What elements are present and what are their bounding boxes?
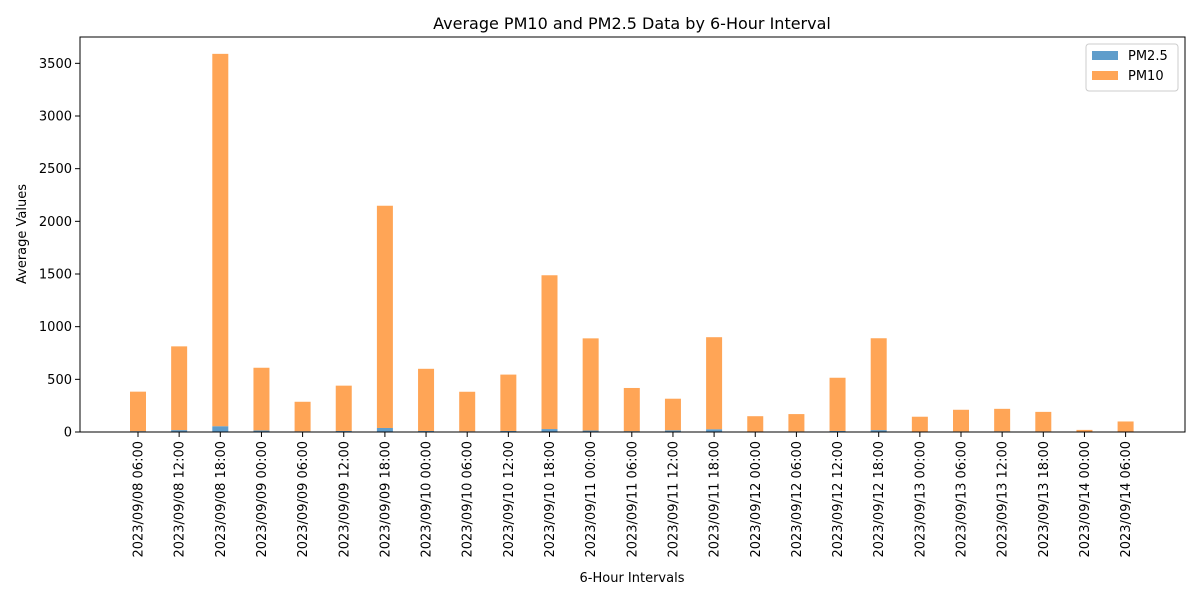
bar-pm10-7 [418, 368, 435, 431]
bar-pm10-3 [253, 367, 270, 431]
legend-label-pm10: PM10 [1128, 69, 1164, 84]
legend: PM2.5 PM10 [1085, 43, 1179, 92]
legend-swatch-pm25 [1092, 51, 1118, 60]
bar-pm10-10 [541, 275, 558, 430]
x-tick-label: 2023/09/11 00:00 [584, 441, 599, 558]
y-tick-label: 2500 [39, 162, 72, 177]
bar-pm25-13 [664, 430, 681, 432]
bar-pm10-15 [747, 416, 764, 432]
bar-pm25-18 [870, 430, 887, 432]
bar-pm10-5 [335, 385, 352, 431]
bar-pm10-18 [870, 338, 887, 431]
bar-pm10-4 [294, 401, 311, 432]
bar-pm25-9 [500, 430, 517, 432]
x-tick-label: 2023/09/09 18:00 [378, 441, 393, 558]
bar-pm25-6 [376, 428, 393, 432]
x-tick-label: 2023/09/12 12:00 [831, 441, 846, 558]
legend-swatch-pm10 [1092, 71, 1118, 80]
bar-pm10-9 [500, 374, 517, 431]
x-tick-label: 2023/09/08 12:00 [173, 441, 188, 558]
x-tick-label: 2023/09/11 18:00 [708, 441, 723, 558]
x-tick-label: 2023/09/13 00:00 [913, 441, 928, 558]
bar-pm10-8 [459, 391, 476, 432]
x-tick-label: 2023/09/08 18:00 [214, 441, 229, 558]
x-tick-label: 2023/09/11 06:00 [625, 441, 640, 558]
y-axis: 0 500 1000 1500 2000 2500 3000 3500 [39, 57, 80, 441]
bar-pm25-17 [829, 430, 846, 432]
x-tick-label: 2023/09/09 12:00 [337, 441, 352, 558]
y-tick-label: 0 [64, 426, 72, 441]
legend-label-pm25: PM2.5 [1128, 49, 1168, 64]
x-tick-label: 2023/09/14 06:00 [1119, 441, 1134, 558]
x-tick-label: 2023/09/08 06:00 [132, 441, 147, 558]
bar-pm10-20 [953, 409, 969, 432]
bar-pm25-10 [541, 429, 558, 432]
y-tick-label: 3000 [39, 110, 72, 125]
x-tick-label: 2023/09/13 18:00 [1037, 441, 1052, 558]
bar-pm10-14 [706, 337, 723, 430]
x-tick-label: 2023/09/10 18:00 [543, 441, 558, 558]
bar-pm25-5 [335, 430, 352, 432]
bar-pm10-22 [1035, 411, 1052, 432]
x-tick-label: 2023/09/10 12:00 [502, 441, 517, 558]
bar-pm10-24 [1117, 421, 1134, 432]
bar-pm25-3 [253, 430, 270, 432]
bar-pm10-17 [829, 377, 846, 431]
bar-pm10-19 [911, 416, 928, 432]
bar-pm10-6 [376, 205, 393, 428]
chart-title: Average PM10 and PM2.5 Data by 6-Hour In… [433, 14, 831, 33]
bar-pm10-23 [1076, 429, 1093, 432]
x-tick-label: 2023/09/14 00:00 [1078, 441, 1093, 558]
x-tick-label: 2023/09/12 06:00 [790, 441, 805, 558]
bar-pm10-2 [212, 53, 229, 427]
y-tick-label: 2000 [39, 215, 72, 230]
x-tick-label: 2023/09/10 00:00 [420, 441, 435, 558]
y-tick-label: 1000 [39, 320, 72, 335]
bar-pm10-12 [623, 387, 640, 432]
y-tick-label: 3500 [39, 57, 72, 72]
x-axis-label: 6-Hour Intervals [580, 571, 685, 586]
bar-pm25-14 [706, 429, 723, 432]
y-axis-label: Average Values [15, 184, 30, 284]
bar-pm10-16 [788, 414, 805, 432]
y-tick-label: 1500 [39, 268, 72, 283]
x-tick-label: 2023/09/09 00:00 [255, 441, 270, 558]
bar-pm10-13 [664, 398, 681, 431]
bar-pm25-2 [212, 426, 229, 432]
x-tick-label: 2023/09/12 00:00 [749, 441, 764, 558]
x-tick-label: 2023/09/12 18:00 [872, 441, 887, 558]
bar-pm10-0 [130, 391, 146, 432]
x-tick-label: 2023/09/13 06:00 [955, 441, 970, 558]
bar-pm10-11 [582, 338, 599, 431]
x-tick-label: 2023/09/10 06:00 [461, 441, 476, 558]
bar-pm10-21 [994, 408, 1011, 432]
x-axis: 2023/09/08 06:00 2023/09/08 12:00 2023/09/… [132, 432, 1134, 558]
bars-layer [130, 53, 1134, 432]
y-tick-label: 500 [47, 373, 72, 388]
x-tick-label: 2023/09/13 12:00 [996, 441, 1011, 558]
bar-pm10-1 [171, 346, 188, 431]
bar-pm25-1 [171, 430, 188, 432]
x-tick-label: 2023/09/11 12:00 [666, 441, 681, 558]
plot-frame [79, 36, 1186, 433]
x-tick-label: 2023/09/09 06:00 [296, 441, 311, 558]
bar-pm25-7 [418, 430, 435, 432]
bar-pm25-11 [582, 430, 599, 432]
